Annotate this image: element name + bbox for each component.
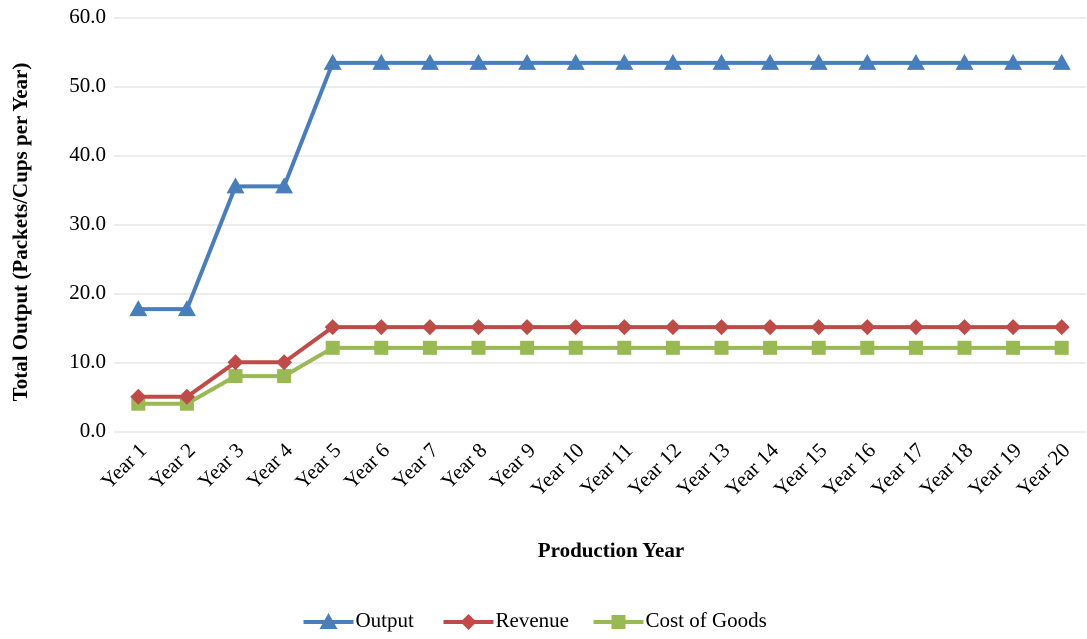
point — [129, 300, 148, 317]
x-tick-label: Year 17 — [866, 438, 929, 501]
y-tick-label: 0.0 — [80, 418, 106, 442]
point — [469, 53, 488, 70]
point — [906, 53, 925, 70]
point — [763, 340, 778, 355]
x-tick-label: Year 5 — [290, 438, 345, 493]
point — [957, 340, 972, 355]
point — [228, 369, 243, 384]
legend-label: Output — [356, 608, 415, 632]
point — [471, 340, 486, 355]
y-tick-label: 60.0 — [69, 4, 106, 28]
y-tick-label: 20.0 — [69, 280, 106, 304]
point — [566, 53, 585, 70]
point — [762, 319, 779, 336]
x-tick-label: Year 20 — [1012, 438, 1075, 501]
x-tick-label: Year 19 — [963, 438, 1026, 501]
x-tick-label: Year 12 — [623, 438, 686, 501]
x-tick-label: Year 18 — [915, 438, 978, 501]
point — [568, 340, 583, 355]
y-tick-label: 40.0 — [69, 142, 106, 166]
point — [859, 319, 876, 336]
point — [374, 340, 389, 355]
point — [518, 53, 537, 70]
legend-marker — [319, 613, 338, 629]
x-tick-label: Year 8 — [436, 438, 491, 493]
point — [1054, 340, 1069, 355]
point — [227, 354, 244, 371]
point — [908, 340, 923, 355]
point — [226, 177, 245, 194]
point — [520, 340, 535, 355]
point — [955, 53, 974, 70]
point — [130, 388, 147, 405]
point — [325, 340, 340, 355]
y-axis-title: Total Output (Packets/Cups per Year) — [8, 63, 32, 402]
point — [956, 319, 973, 336]
point — [373, 319, 390, 336]
legend: Output Revenue Cost of Goods — [303, 608, 767, 632]
x-axis-title: Production Year — [538, 538, 684, 562]
point — [372, 53, 391, 70]
x-tick-label: Year 15 — [769, 438, 832, 501]
x-tick-label: Year 4 — [242, 438, 298, 494]
point — [567, 319, 584, 336]
x-tick-label: Year 1 — [96, 438, 151, 493]
x-tick-label: Year 7 — [387, 438, 442, 493]
point — [422, 340, 437, 355]
point — [1004, 53, 1023, 70]
point — [519, 319, 536, 336]
series-line — [138, 60, 1062, 312]
point — [663, 53, 682, 70]
series-line — [138, 325, 1062, 399]
point — [177, 300, 196, 317]
legend-marker — [611, 615, 626, 629]
point — [810, 319, 827, 336]
series-line — [138, 345, 1062, 406]
point — [1053, 319, 1070, 336]
point — [858, 53, 877, 70]
point — [1005, 319, 1022, 336]
point — [809, 53, 828, 70]
point — [420, 53, 439, 70]
point — [1052, 53, 1071, 70]
point — [713, 319, 730, 336]
x-tick-label: Year 3 — [193, 438, 248, 493]
legend-marker — [460, 614, 477, 630]
point — [860, 340, 875, 355]
y-tick-label: 50.0 — [69, 73, 106, 97]
x-tick-label: Year 16 — [817, 438, 880, 501]
legend-label: Revenue — [496, 608, 569, 632]
point — [616, 319, 633, 336]
point — [811, 340, 826, 355]
point — [712, 53, 731, 70]
point — [276, 354, 293, 371]
x-tick-label: Year 11 — [575, 438, 637, 500]
x-tick-label: Year 6 — [339, 438, 394, 493]
point — [421, 319, 438, 336]
point — [277, 369, 292, 384]
point — [761, 53, 780, 70]
point — [664, 319, 681, 336]
x-tick-label: Year 2 — [144, 438, 199, 493]
point — [1006, 340, 1021, 355]
point — [324, 319, 341, 336]
legend-label: Cost of Goods — [646, 608, 767, 632]
point — [323, 53, 342, 70]
y-tick-label: 30.0 — [69, 211, 106, 235]
point — [665, 340, 680, 355]
y-tick-label: 10.0 — [69, 349, 106, 373]
point — [275, 177, 294, 194]
point — [617, 340, 632, 355]
point — [470, 319, 487, 336]
x-tick-label: Year 13 — [672, 438, 735, 501]
point — [615, 53, 634, 70]
point — [178, 388, 195, 405]
point — [714, 340, 729, 355]
x-tick-label: Year 10 — [526, 438, 589, 501]
point — [907, 319, 924, 336]
x-tick-label: Year 14 — [720, 438, 783, 501]
